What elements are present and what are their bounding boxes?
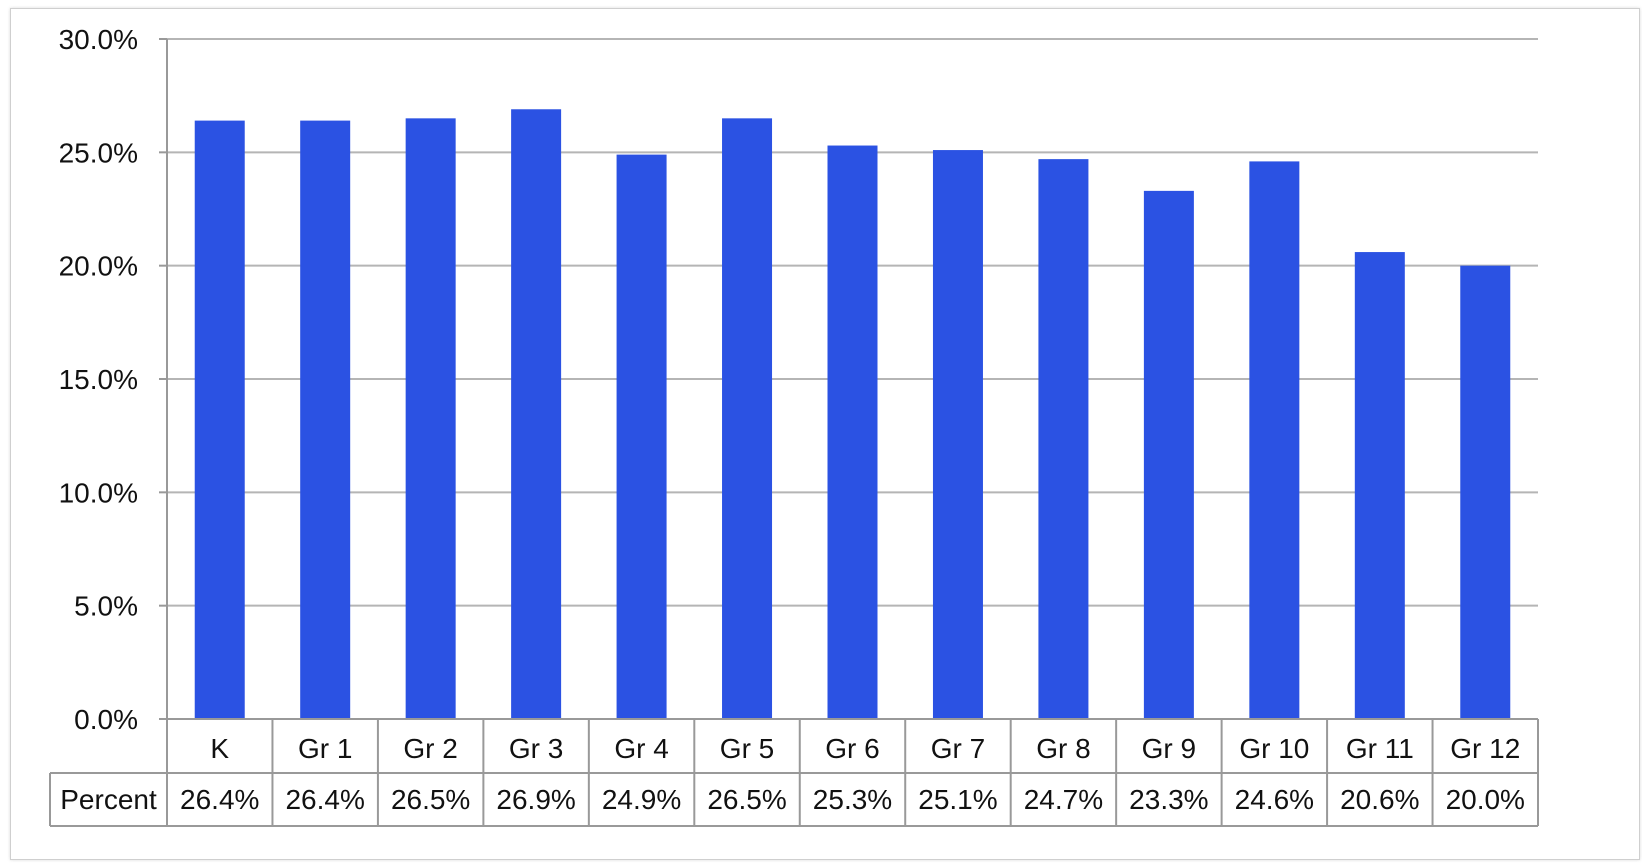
x-category-label: Gr 10 (1239, 733, 1309, 764)
bar (300, 120, 351, 720)
data-value-label: 23.3% (1129, 784, 1208, 815)
data-value-label: 26.5% (707, 784, 786, 815)
data-value-label: 26.4% (285, 784, 364, 815)
data-value-label: 20.0% (1446, 784, 1525, 815)
bar (194, 120, 245, 720)
y-tick-label: 10.0% (59, 477, 138, 508)
bar (1460, 265, 1511, 719)
data-value-label: 25.1% (918, 784, 997, 815)
bar (722, 118, 773, 720)
bar (616, 154, 667, 720)
y-tick-label: 30.0% (59, 24, 138, 55)
bars (194, 109, 1511, 720)
y-tick-label: 5.0% (74, 591, 138, 622)
x-category-label: Gr 6 (825, 733, 879, 764)
data-value-label: 26.5% (391, 784, 470, 815)
bar (827, 145, 878, 720)
bar (405, 118, 456, 720)
data-value-label: 24.6% (1235, 784, 1314, 815)
bar (511, 109, 562, 720)
series-row-label: Percent (60, 784, 157, 815)
x-category-label: Gr 4 (614, 733, 668, 764)
data-value-label: 26.9% (496, 784, 575, 815)
x-category-label: Gr 9 (1142, 733, 1196, 764)
x-category-label: Gr 8 (1036, 733, 1090, 764)
x-category-label: Gr 1 (298, 733, 352, 764)
y-tick-label: 0.0% (74, 704, 138, 735)
data-value-label: 20.6% (1340, 784, 1419, 815)
bar (932, 150, 983, 720)
x-category-label: K (210, 733, 229, 764)
x-category-label: Gr 7 (931, 733, 985, 764)
data-value-label: 24.9% (602, 784, 681, 815)
bar (1354, 252, 1405, 720)
y-tick-label: 25.0% (59, 137, 138, 168)
axes (159, 38, 1538, 826)
x-category-label: Gr 2 (403, 733, 457, 764)
data-value-label: 24.7% (1024, 784, 1103, 815)
data-value-label: 26.4% (180, 784, 259, 815)
y-tick-label: 20.0% (59, 251, 138, 282)
y-tick-label: 15.0% (59, 364, 138, 395)
data-value-label: 25.3% (813, 784, 892, 815)
x-category-label: Gr 3 (509, 733, 563, 764)
bar (1249, 161, 1300, 719)
bar (1038, 159, 1089, 720)
x-category-label: Gr 12 (1450, 733, 1520, 764)
y-tick-labels: 0.0% 5.0% 10.0% 15.0% 20.0% 25.0% 30.0% (59, 24, 138, 735)
data-table: K 26.4% Gr 1 26.4% Gr 2 26.5% Gr 3 26.9% Gr 4 24.… (49, 719, 1539, 827)
x-category-label: Gr 5 (720, 733, 774, 764)
x-category-label: Gr 11 (1346, 733, 1414, 764)
bar (1143, 190, 1194, 719)
